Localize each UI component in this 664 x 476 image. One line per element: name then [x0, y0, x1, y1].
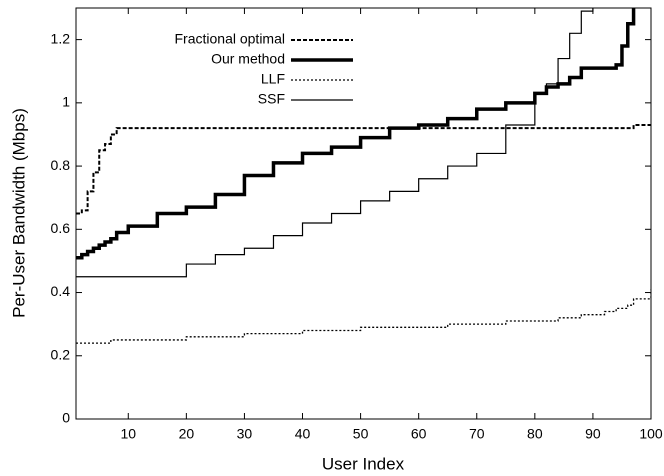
- series-line: [76, 8, 594, 278]
- y-tick-label: 0.2: [51, 346, 71, 362]
- x-tick-label: 40: [295, 426, 311, 442]
- x-tick-label: 90: [585, 426, 601, 442]
- y-tick-label: 1.2: [51, 30, 71, 46]
- y-tick-label: 0.8: [51, 157, 71, 173]
- x-tick-label: 100: [639, 426, 663, 442]
- x-tick-label: 30: [237, 426, 253, 442]
- legend-label: LLF: [261, 71, 285, 87]
- series-line: [76, 123, 651, 215]
- plot-area: [76, 8, 651, 344]
- x-tick-label: 60: [411, 426, 427, 442]
- legend-label: Our method: [211, 51, 285, 67]
- legend-label: SSF: [258, 91, 285, 107]
- y-tick-label: 0.4: [51, 283, 71, 299]
- y-tick-label: 0: [62, 410, 70, 426]
- y-tick-label: 1: [62, 94, 70, 110]
- legend-label: Fractional optimal: [175, 31, 286, 47]
- y-axis-title: Per-User Bandwidth (Mbps): [9, 108, 28, 318]
- x-tick-label: 20: [179, 426, 195, 442]
- series-line: [76, 289, 651, 344]
- x-tick-label: 70: [469, 426, 485, 442]
- x-tick-label: 10: [120, 426, 136, 442]
- x-tick-label: 80: [527, 426, 543, 442]
- y-tick-label: 0.6: [51, 220, 71, 236]
- x-tick-label: 50: [353, 426, 369, 442]
- x-axis-title: User Index: [322, 454, 405, 473]
- series-line: [76, 8, 636, 260]
